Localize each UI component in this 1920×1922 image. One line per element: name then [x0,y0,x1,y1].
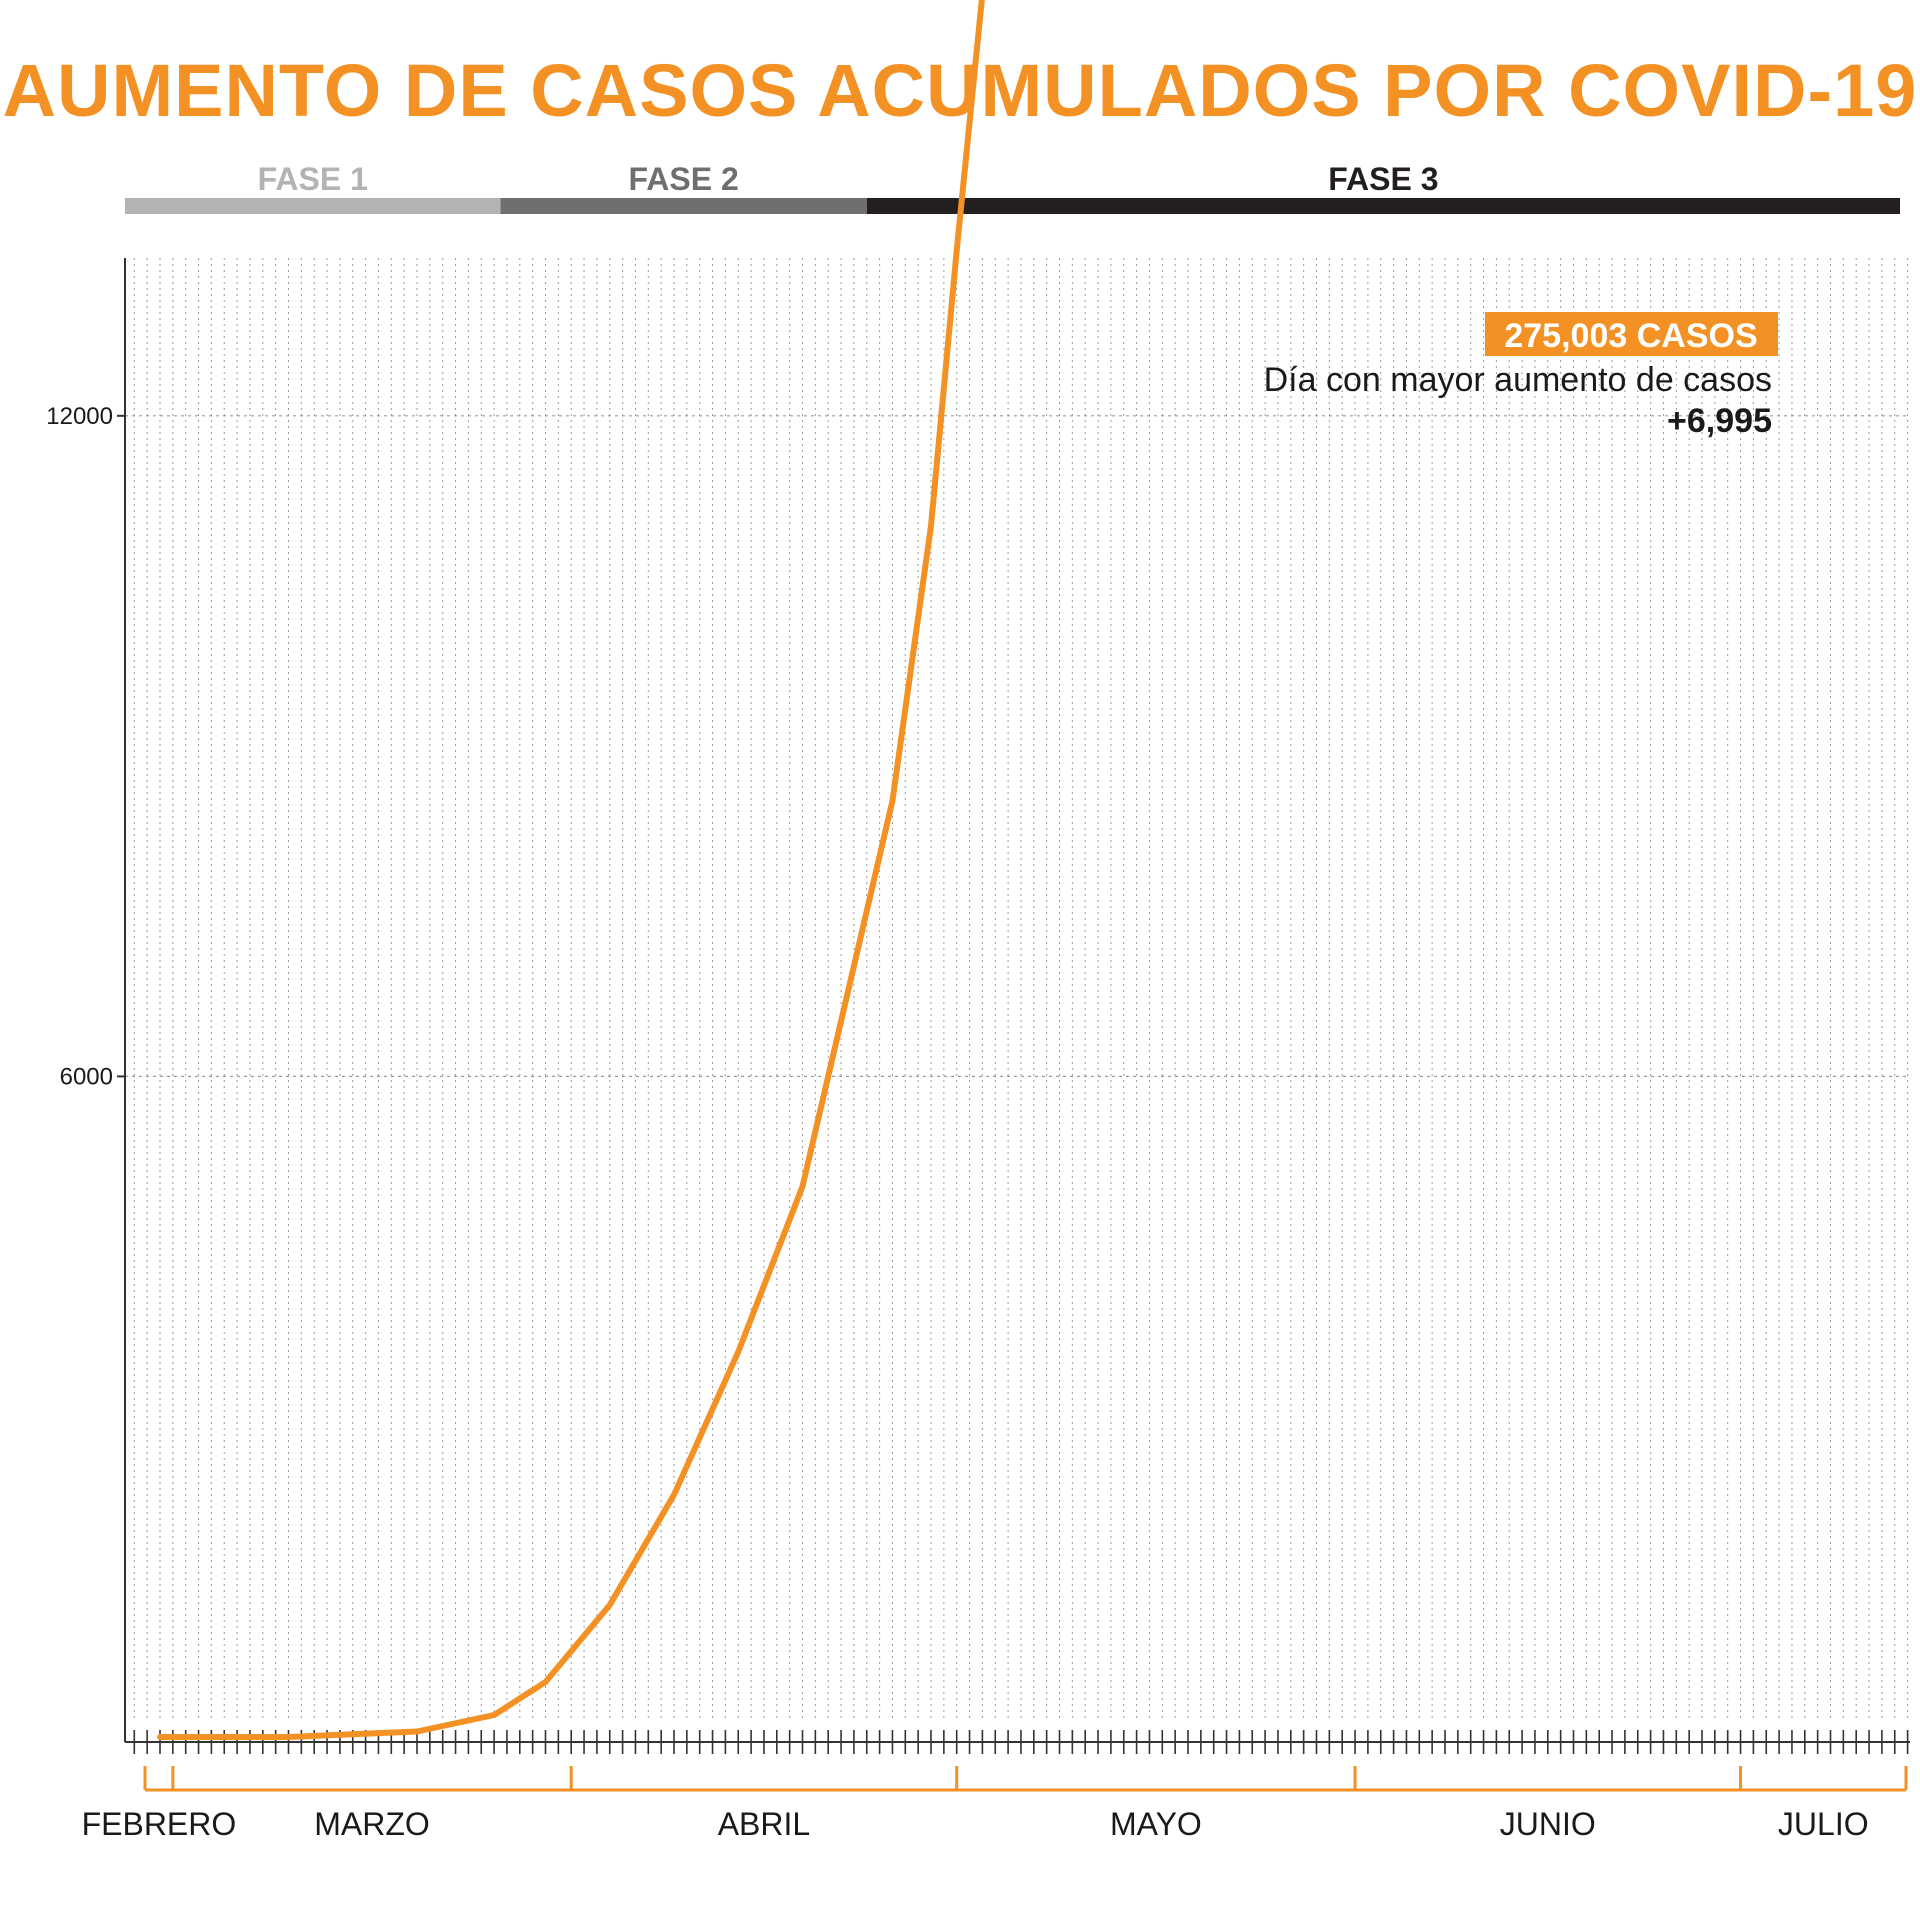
y-axis: 6000120002400030000360004200048000540006… [46,258,126,1742]
series-layer [157,0,985,1740]
month-label: JULIO [1778,1806,1869,1842]
chart-title: AUMENTO DE CASOS ACUMULADOS POR COVID-19 [2,49,1918,132]
y-tick-label: 12000 [46,403,113,430]
grid-lines [125,258,1910,1722]
phase-label-2: FASE 2 [629,161,739,197]
phase-bars: FASE 1 FASE 2 FASE 3 [125,161,1900,214]
phase-bar-3 [866,198,1900,214]
month-label: MARZO [314,1806,430,1842]
month-label: JUNIO [1500,1806,1596,1842]
series-line [157,0,985,1740]
month-label: FEBRERO [82,1806,237,1842]
max-increase-value: +6,995 [1667,402,1772,440]
y-tick-label: 6000 [60,1063,113,1090]
x-axis: FEBRERO MARZO ABRIL MAYO JUNIO JULIO [82,1730,1910,1842]
total-cases-box [1485,312,1778,356]
total-cases-label: 275,003 CASOS [1504,317,1757,355]
phase-label-1: FASE 1 [258,161,368,197]
phase-bar-1 [125,198,501,214]
month-label: MAYO [1110,1806,1202,1842]
phase-label-3: FASE 3 [1328,161,1438,197]
annotation: 275,003 CASOS Día con mayor aumento de ca… [1264,312,1778,440]
phase-bar-2 [500,198,867,214]
max-increase-description: Día con mayor aumento de casos [1264,361,1772,399]
month-label: ABRIL [718,1806,810,1842]
